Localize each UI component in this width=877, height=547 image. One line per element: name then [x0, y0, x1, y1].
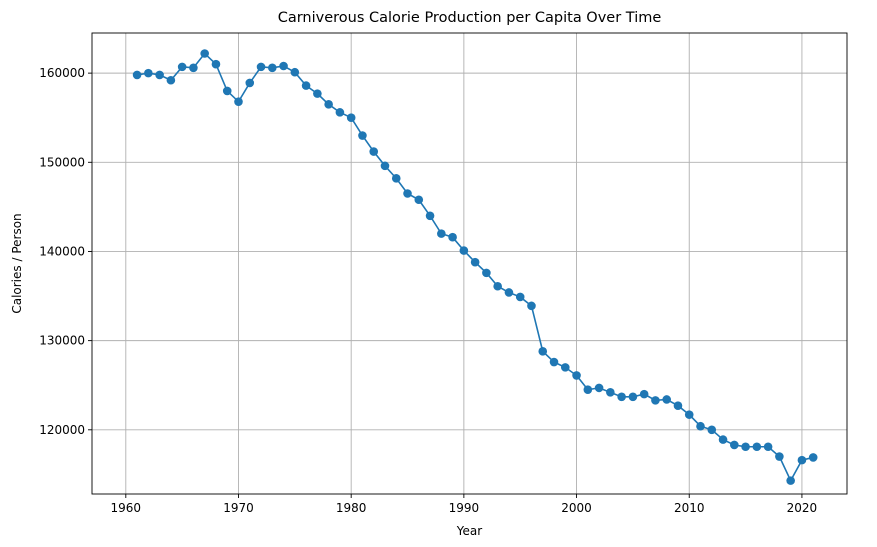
y-tick-label: 150000 — [39, 155, 85, 169]
plot-frame — [91, 32, 848, 495]
data-point — [549, 357, 559, 367]
data-point — [786, 476, 795, 485]
data-point — [301, 81, 311, 90]
data-point — [437, 229, 446, 238]
data-point — [267, 63, 277, 73]
data-point — [313, 89, 322, 98]
data-point — [696, 421, 705, 431]
data-point — [560, 363, 570, 372]
y-tick-label: 130000 — [39, 334, 85, 348]
data-point — [482, 268, 491, 278]
data-point — [335, 108, 345, 117]
data-point — [583, 385, 593, 394]
data-point — [651, 396, 660, 405]
data-point — [245, 78, 255, 88]
data-point — [155, 70, 164, 80]
data-point — [470, 257, 480, 267]
data-point — [234, 97, 243, 106]
data-point — [504, 288, 514, 297]
data-point — [730, 440, 739, 450]
data-point — [346, 113, 356, 123]
chart-title: Carniverous Calorie Production per Capit… — [278, 10, 662, 26]
data-point — [639, 389, 649, 399]
data-point — [515, 292, 525, 302]
data-point — [189, 63, 198, 73]
data-point — [358, 131, 367, 140]
data-point — [324, 100, 333, 109]
data-point — [403, 189, 412, 198]
data-point — [628, 392, 638, 402]
data-point — [527, 301, 536, 311]
data-point — [380, 161, 390, 171]
data-point — [200, 49, 209, 58]
data-point — [222, 86, 232, 96]
data-point — [673, 401, 683, 411]
x-tick-label: 2000 — [561, 501, 592, 515]
data-point — [808, 453, 818, 462]
data-point — [775, 452, 784, 461]
data-point — [718, 435, 728, 444]
data-point — [132, 70, 142, 80]
data-point — [741, 442, 750, 452]
data-point — [617, 392, 626, 402]
data-point — [459, 246, 469, 255]
data-point — [684, 410, 694, 419]
data-point — [594, 383, 604, 393]
data-point — [572, 371, 581, 380]
data-point — [538, 347, 548, 356]
data-point — [448, 232, 457, 242]
data-point — [763, 442, 773, 452]
data-point — [707, 425, 717, 435]
data-point — [414, 195, 424, 205]
y-tick-label: 120000 — [39, 423, 85, 437]
data-point — [211, 59, 221, 69]
x-tick-label: 1990 — [449, 501, 480, 515]
x-axis-label: Year — [456, 524, 482, 538]
y-axis-label: Calories / Person — [10, 213, 24, 313]
data-point — [144, 68, 153, 78]
data-point — [606, 388, 615, 397]
y-tick-label: 140000 — [39, 244, 85, 258]
data-point — [177, 62, 187, 72]
data-point — [797, 455, 807, 465]
x-tick-label: 2020 — [787, 501, 818, 515]
data-point — [752, 442, 762, 452]
data-point — [166, 75, 176, 85]
data-series — [132, 49, 818, 485]
y-tick-label: 160000 — [39, 66, 85, 80]
x-tick-label: 1970 — [223, 501, 254, 515]
x-tick-label: 2010 — [674, 501, 705, 515]
data-point — [391, 174, 401, 183]
x-tick-label: 1960 — [111, 501, 142, 515]
data-point — [425, 211, 435, 221]
data-point — [256, 62, 266, 72]
data-point — [290, 67, 300, 77]
data-point — [279, 61, 288, 71]
axis-ticks: 1960 1970 1980 1990 2000 2010 2020 120000 130000… — [39, 66, 817, 515]
data-point — [369, 147, 379, 156]
data-point — [493, 281, 502, 291]
grid-lines — [92, 33, 847, 494]
x-tick-label: 1980 — [336, 501, 367, 515]
data-point — [662, 395, 672, 404]
